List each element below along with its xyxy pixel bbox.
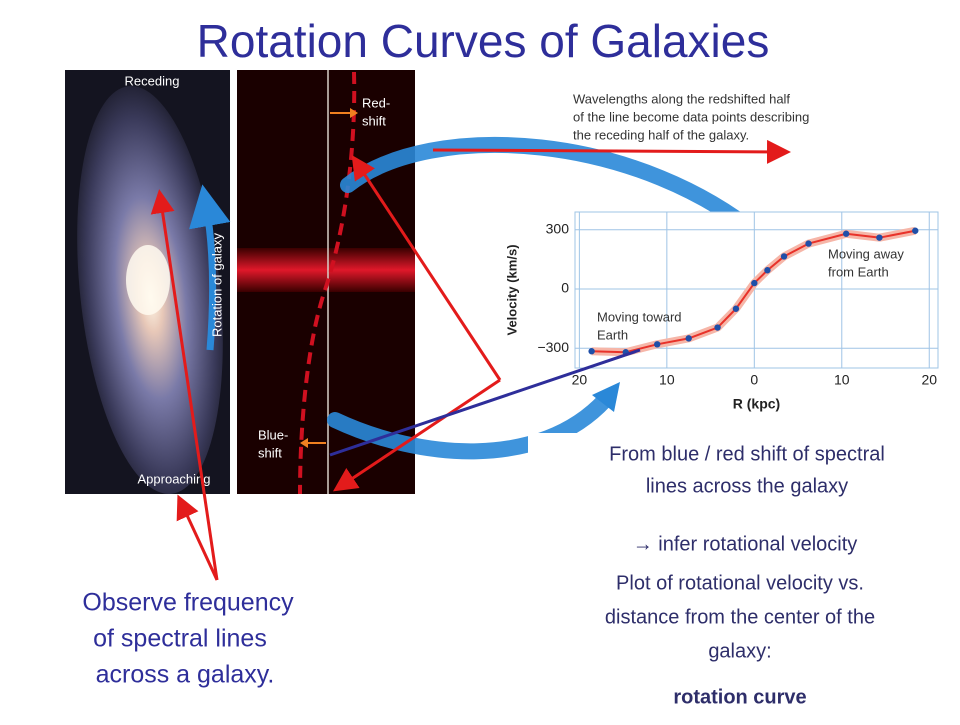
curved-arrowhead [592, 382, 620, 412]
conclusion: rotation curve [673, 686, 806, 708]
body-text: → infer rotational velocity [633, 533, 858, 555]
y-tick-label: 0 [561, 280, 569, 296]
plot-annotation: from Earth [828, 264, 889, 279]
shift-label: Red- [362, 95, 390, 110]
body-text: From blue / red shift of spectral [609, 443, 885, 465]
plot-annotation: Moving toward [597, 309, 682, 324]
blueshift-arrowhead [300, 438, 308, 448]
body-text: of spectral lines [93, 625, 267, 653]
x-tick-label: 10 [659, 372, 675, 388]
pointer [176, 494, 219, 581]
annotation-line: the receding half of the galaxy. [573, 127, 749, 142]
x-tick-label: 20 [572, 372, 588, 388]
shift-label: shift [258, 445, 282, 460]
pointer [333, 378, 501, 492]
receding-label: Receding [125, 73, 180, 88]
curved-arrow [340, 136, 778, 253]
body-text: lines across the galaxy [646, 475, 848, 497]
data-point [654, 341, 661, 348]
x-tick-label: 10 [834, 372, 850, 388]
data-point [912, 227, 919, 234]
data-point [751, 279, 758, 287]
pointer [329, 348, 641, 457]
data-point [876, 234, 883, 241]
rotation-label: Rotation of galaxy [209, 232, 224, 337]
data-point [588, 348, 595, 355]
y-tick-label: −300 [537, 339, 569, 355]
pointer [150, 189, 219, 581]
galaxy-core [126, 245, 170, 315]
curved-arrow [327, 392, 613, 460]
pointer [351, 154, 502, 381]
title: Rotation Curves of Galaxies [197, 15, 770, 67]
plot-annotation: Earth [597, 327, 628, 342]
data-point [685, 335, 692, 342]
body-text: Plot of rotational velocity vs. [616, 572, 864, 594]
approaching-label: Approaching [138, 471, 211, 486]
y-axis-label: Velocity (km/s) [504, 244, 519, 335]
annotation-line: Wavelengths along the redshifted half [573, 91, 790, 106]
redshift-arrowhead [350, 108, 358, 118]
plot-annotation: Moving away [828, 246, 904, 261]
x-tick-label: 0 [750, 372, 758, 388]
pointer [432, 139, 791, 164]
x-tick-label: 20 [921, 372, 937, 388]
rotation-arrow [188, 184, 231, 351]
shift-label: shift [362, 113, 386, 128]
data-point [780, 253, 788, 260]
y-tick-label: 300 [546, 220, 570, 236]
data-point [714, 324, 721, 331]
x-axis-label: R (kpc) [733, 396, 780, 412]
data-point [842, 230, 850, 237]
data-point [805, 240, 812, 247]
data-point [732, 305, 740, 312]
body-text: galaxy: [708, 640, 771, 662]
shift-curve [298, 71, 357, 495]
annotation-line: of the line become data points describin… [573, 109, 809, 124]
shift-label: Blue- [258, 427, 288, 442]
body-text: distance from the center of the [605, 606, 875, 628]
text-box [528, 433, 960, 720]
body-text: across a galaxy. [96, 661, 275, 689]
data-point [764, 267, 771, 274]
body-text: Observe frequency [82, 589, 294, 617]
